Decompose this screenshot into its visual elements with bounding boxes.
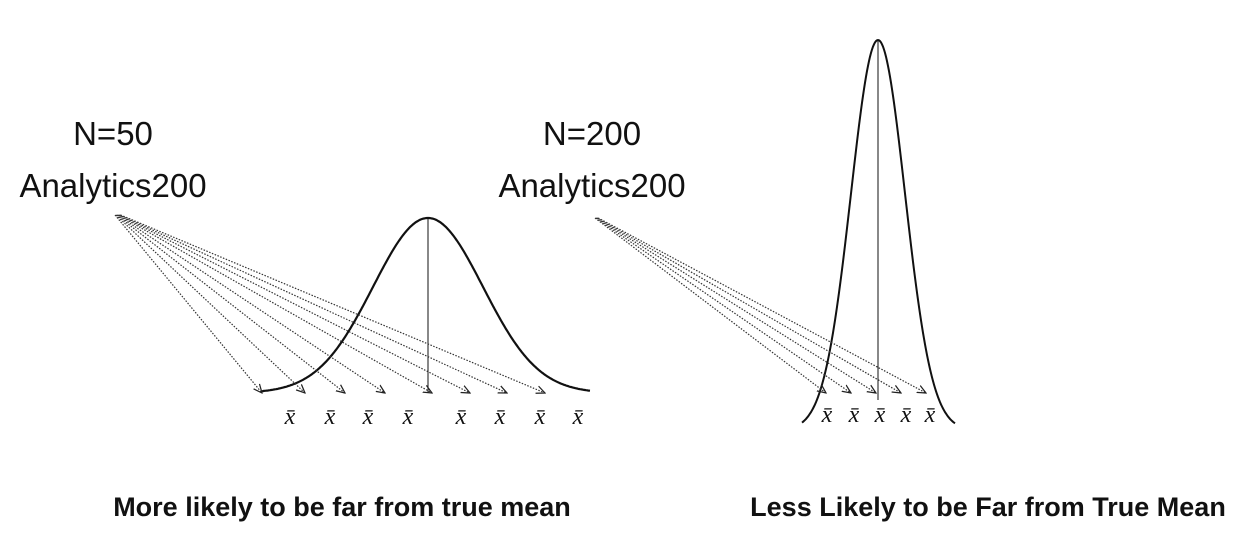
sample-mean-label: x̄ [455,404,467,430]
caption: More likely to be far from true mean [113,492,571,522]
sample-arrow [597,217,901,393]
sample-mean-label: x̄ [900,402,912,428]
sample-mean-label: x̄ [848,402,860,428]
sample-mean-label: x̄ [572,404,584,430]
sample-arrow [114,214,262,393]
sample-arrow [595,217,851,393]
sample-mean-label: x̄ [362,404,374,430]
dataset-name: Analytics200 [19,167,206,204]
sample-arrow [120,214,545,393]
sample-arrow [119,214,507,393]
sample-mean-label: x̄ [534,404,546,430]
caption: Less Likely to be Far from True Mean [750,492,1226,522]
bell-curve [261,216,591,393]
sample-mean-label: x̄ [874,402,886,428]
sample-arrow [596,217,876,393]
sample-mean-label: x̄ [284,404,296,430]
sample-arrow [116,214,345,393]
sample-mean-label: x̄ [494,404,506,430]
sample-mean-label: x̄ [402,404,414,430]
sample-mean-label: x̄ [924,402,936,428]
sample-arrow [594,217,826,393]
sample-arrow [117,214,432,393]
sample-arrow [118,214,470,393]
sample-size: N=200 [543,115,641,152]
sample-arrow [117,214,385,393]
sample-arrow [115,214,305,393]
sample-mean-label: x̄ [324,404,336,430]
sample-arrow [597,217,926,393]
sample-size: N=50 [73,115,153,152]
sample-mean-label: x̄ [821,402,833,428]
dataset-name: Analytics200 [498,167,685,204]
